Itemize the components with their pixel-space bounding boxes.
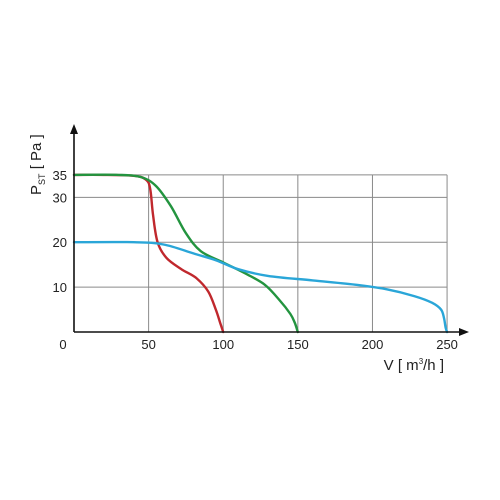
x-tick-label: 250	[436, 337, 458, 352]
tick-labels: 0 50 100 150 200 250 10 20 30 35	[53, 168, 458, 352]
x-tick-label: 50	[141, 337, 155, 352]
grid-lines	[74, 174, 448, 332]
y-axis-arrowhead	[70, 124, 78, 134]
y-axis-title: PST [ Pa ]	[28, 134, 47, 195]
x-tick-label: 200	[362, 337, 384, 352]
axes	[70, 124, 469, 336]
y-tick-label: 10	[53, 280, 67, 295]
y-tick-label: 20	[53, 235, 67, 250]
y-tick-label: 35	[53, 168, 67, 183]
x-axis-arrowhead	[459, 328, 469, 336]
x-axis-title: V [ m3/h ]	[384, 357, 444, 374]
series-curve-2	[72, 173, 299, 334]
x-tick-label: 150	[287, 337, 309, 352]
y-tick-label: 30	[53, 190, 67, 205]
x-tick-label: 100	[212, 337, 234, 352]
origin-label: 0	[59, 337, 66, 352]
curve-series	[72, 173, 449, 334]
series-curve-3	[72, 240, 449, 334]
